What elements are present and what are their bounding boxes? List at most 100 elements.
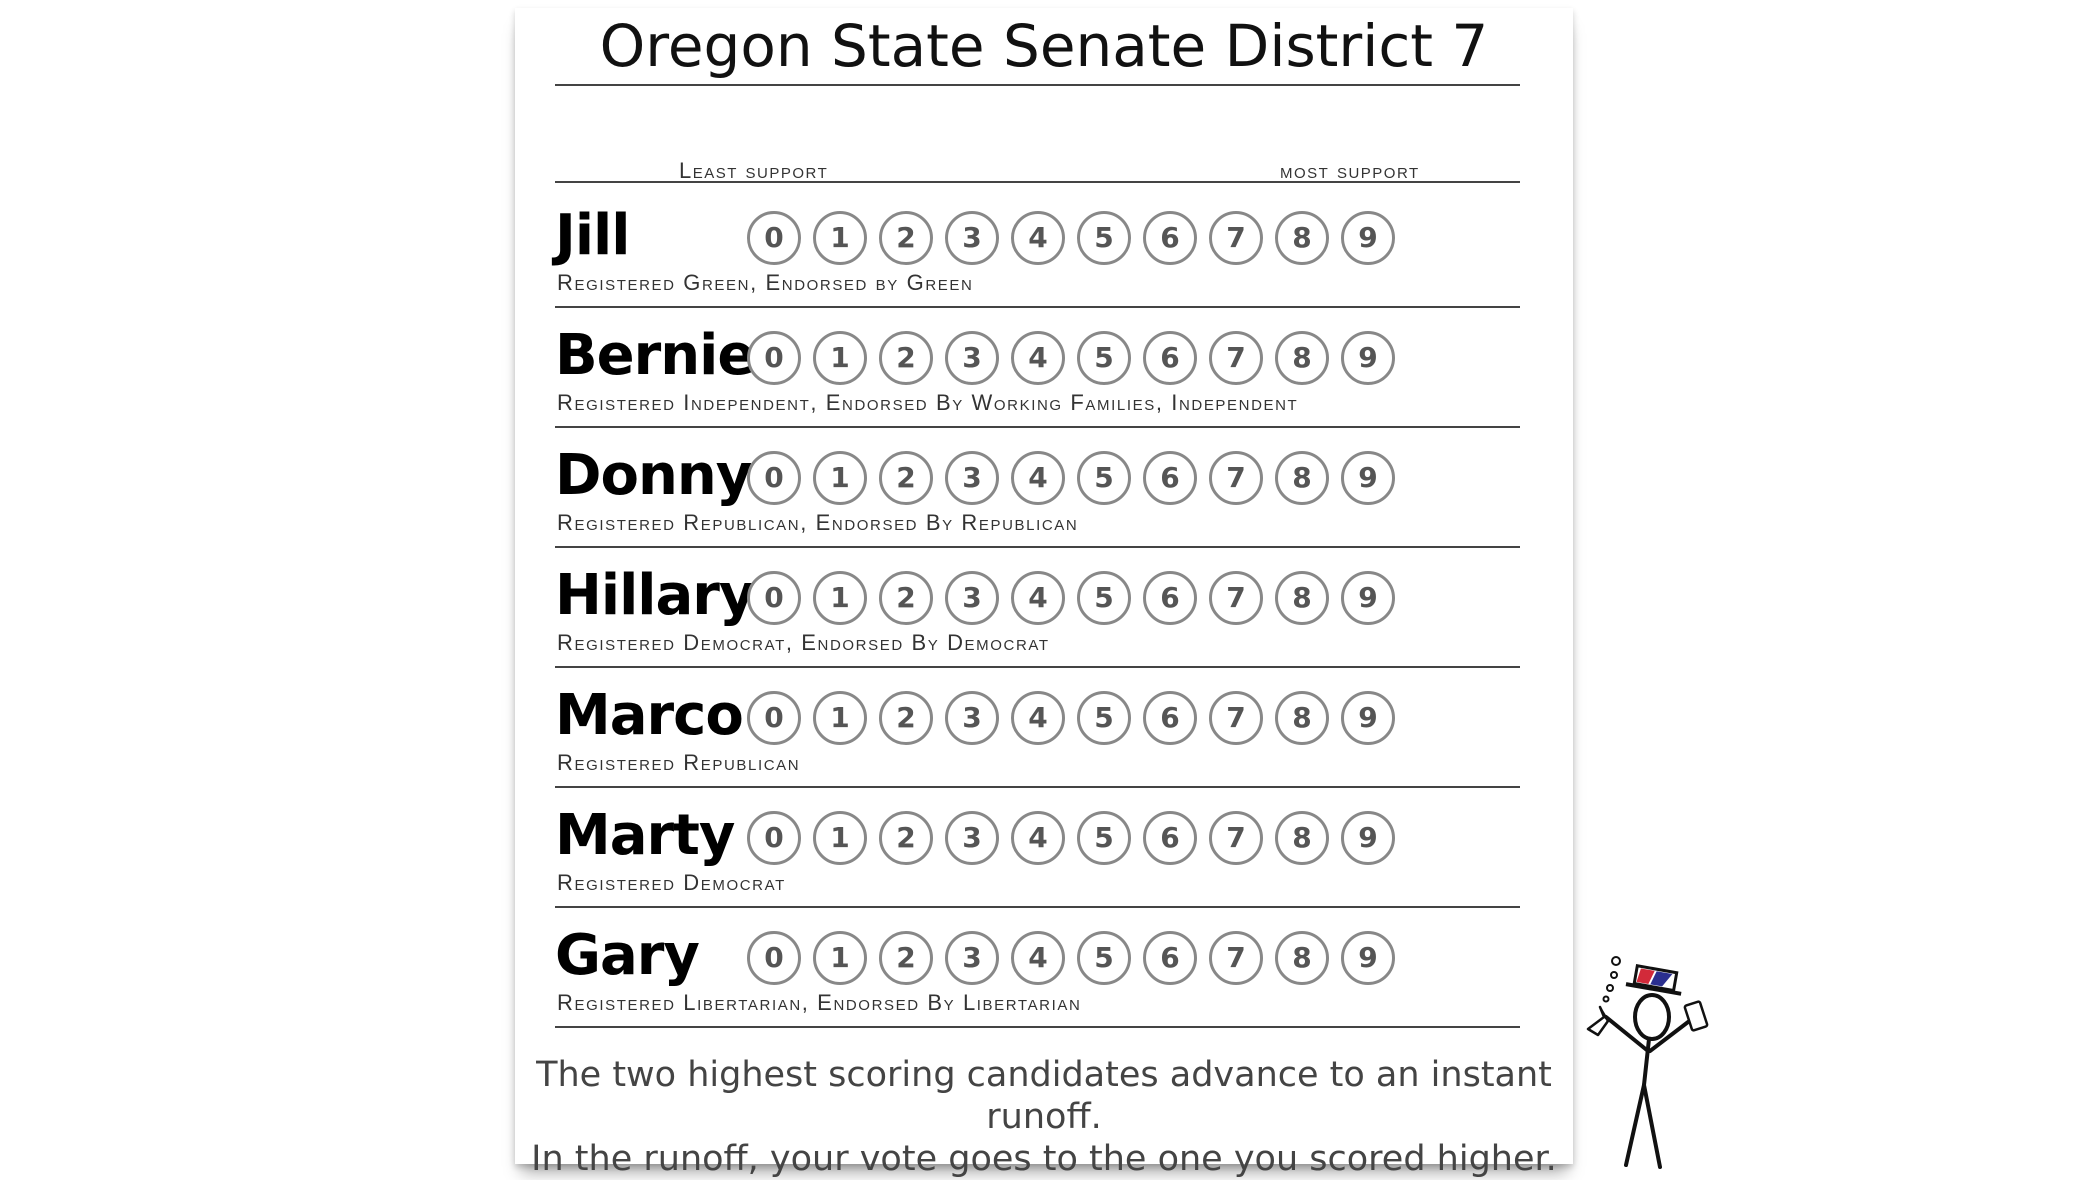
scale-divider [555, 181, 1520, 183]
ballot-title: Oregon State Senate District 7 [599, 12, 1489, 80]
score-bubble-2[interactable]: 2 [879, 811, 933, 865]
score-bubble-7[interactable]: 7 [1209, 691, 1263, 745]
score-bubble-4[interactable]: 4 [1011, 811, 1065, 865]
score-bubble-3[interactable]: 3 [945, 451, 999, 505]
candidate-name: Bernie [555, 323, 755, 388]
instructions-line-2: In the runoff, your vote goes to the one… [531, 1139, 1557, 1179]
score-bubble-7[interactable]: 7 [1209, 331, 1263, 385]
score-bubble-2[interactable]: 2 [879, 331, 933, 385]
score-bubble-1[interactable]: 1 [813, 571, 867, 625]
score-bubble-5[interactable]: 5 [1077, 331, 1131, 385]
candidate-affiliation: Registered Libertarian, Endorsed By Libe… [557, 990, 1082, 1015]
score-bubble-6[interactable]: 6 [1143, 211, 1197, 265]
score-bubble-4[interactable]: 4 [1011, 211, 1065, 265]
score-bubble-0[interactable]: 0 [747, 931, 801, 985]
score-bubble-2[interactable]: 2 [879, 691, 933, 745]
score-bubble-5[interactable]: 5 [1077, 811, 1131, 865]
score-bubble-0[interactable]: 0 [747, 571, 801, 625]
score-bubble-8[interactable]: 8 [1275, 451, 1329, 505]
row-divider [555, 1026, 1520, 1028]
score-bubble-8[interactable]: 8 [1275, 691, 1329, 745]
score-bubble-0[interactable]: 0 [747, 811, 801, 865]
score-bubble-9[interactable]: 9 [1341, 691, 1395, 745]
score-bubble-3[interactable]: 3 [945, 211, 999, 265]
score-bubble-6[interactable]: 6 [1143, 691, 1197, 745]
score-bubble-2[interactable]: 2 [879, 211, 933, 265]
score-bubble-3[interactable]: 3 [945, 931, 999, 985]
score-bubble-7[interactable]: 7 [1209, 931, 1263, 985]
score-bubble-9[interactable]: 9 [1341, 931, 1395, 985]
row-divider [555, 546, 1520, 548]
score-bubble-6[interactable]: 6 [1143, 811, 1197, 865]
score-bubble-4[interactable]: 4 [1011, 451, 1065, 505]
score-bubble-2[interactable]: 2 [879, 451, 933, 505]
score-bubble-9[interactable]: 9 [1341, 571, 1395, 625]
score-bubble-9[interactable]: 9 [1341, 331, 1395, 385]
score-bubble-6[interactable]: 6 [1143, 571, 1197, 625]
candidate-affiliation: Registered Green, Endorsed by Green [557, 270, 974, 295]
score-bubble-5[interactable]: 5 [1077, 691, 1131, 745]
score-bubble-7[interactable]: 7 [1209, 211, 1263, 265]
score-bubble-3[interactable]: 3 [945, 691, 999, 745]
score-bubble-1[interactable]: 1 [813, 811, 867, 865]
score-bubble-7[interactable]: 7 [1209, 811, 1263, 865]
score-bubble-4[interactable]: 4 [1011, 571, 1065, 625]
candidate-row-gary: Gary 0 1 2 3 4 5 6 7 8 9 Registered Libertarian, En… [555, 923, 1520, 1043]
score-bubble-7[interactable]: 7 [1209, 451, 1263, 505]
score-bubble-4[interactable]: 4 [1011, 931, 1065, 985]
score-bubble-5[interactable]: 5 [1077, 931, 1131, 985]
ballot-instructions: The two highest scoring candidates advan… [515, 1054, 1573, 1180]
score-bubble-5[interactable]: 5 [1077, 571, 1131, 625]
score-bubble-7[interactable]: 7 [1209, 571, 1263, 625]
score-bubble-8[interactable]: 8 [1275, 211, 1329, 265]
score-bubble-8[interactable]: 8 [1275, 811, 1329, 865]
row-divider [555, 306, 1520, 308]
candidate-row-bernie: Bernie 0 1 2 3 4 5 6 7 8 9 Registered Independent, … [555, 323, 1520, 443]
score-bubble-5[interactable]: 5 [1077, 451, 1131, 505]
candidate-row-donny: Donny 0 1 2 3 4 5 6 7 8 9 Registered Republican, En… [555, 443, 1520, 563]
score-bubble-0[interactable]: 0 [747, 211, 801, 265]
candidate-name: Marco [555, 683, 744, 748]
candidate-affiliation: Registered Republican, Endorsed By Repub… [557, 510, 1079, 535]
score-bubble-0[interactable]: 0 [747, 691, 801, 745]
row-divider [555, 666, 1520, 668]
score-bubble-0[interactable]: 0 [747, 331, 801, 385]
stick-figure-scientist-icon [1586, 956, 1709, 1169]
score-bubble-9[interactable]: 9 [1341, 211, 1395, 265]
candidate-row-jill: Jill 0 1 2 3 4 5 6 7 8 9 Registered Green, Endorsed… [555, 203, 1520, 323]
score-bubble-8[interactable]: 8 [1275, 571, 1329, 625]
candidate-name: Jill [555, 203, 630, 268]
score-bubble-1[interactable]: 1 [813, 331, 867, 385]
score-bubble-1[interactable]: 1 [813, 931, 867, 985]
score-bubble-1[interactable]: 1 [813, 451, 867, 505]
row-divider [555, 786, 1520, 788]
score-bubble-9[interactable]: 9 [1341, 451, 1395, 505]
score-bubble-3[interactable]: 3 [945, 331, 999, 385]
score-bubble-9[interactable]: 9 [1341, 811, 1395, 865]
candidate-row-marty: Marty 0 1 2 3 4 5 6 7 8 9 Registered Democrat [555, 803, 1520, 923]
score-bubble-1[interactable]: 1 [813, 211, 867, 265]
score-bubble-1[interactable]: 1 [813, 691, 867, 745]
ballot-sheet: Oregon State Senate District 7 Least sup… [515, 8, 1573, 1179]
candidate-affiliation: Registered Democrat [557, 870, 786, 895]
score-bubble-0[interactable]: 0 [747, 451, 801, 505]
score-bubble-5[interactable]: 5 [1077, 211, 1131, 265]
score-bubble-2[interactable]: 2 [879, 571, 933, 625]
score-bubble-6[interactable]: 6 [1143, 451, 1197, 505]
scale-label-most: most support [1280, 158, 1420, 183]
score-bubble-3[interactable]: 3 [945, 571, 999, 625]
candidate-name: Donny [555, 443, 752, 508]
score-bubble-6[interactable]: 6 [1143, 931, 1197, 985]
score-bubble-8[interactable]: 8 [1275, 931, 1329, 985]
score-bubble-3[interactable]: 3 [945, 811, 999, 865]
score-bubble-4[interactable]: 4 [1011, 331, 1065, 385]
score-bubble-6[interactable]: 6 [1143, 331, 1197, 385]
score-bubble-8[interactable]: 8 [1275, 331, 1329, 385]
candidate-row-marco: Marco 0 1 2 3 4 5 6 7 8 9 Registered Republican [555, 683, 1520, 803]
title-divider [555, 84, 1520, 86]
candidate-name: Marty [555, 803, 735, 868]
candidate-affiliation: Registered Republican [557, 750, 801, 775]
score-bubble-2[interactable]: 2 [879, 931, 933, 985]
score-bubble-4[interactable]: 4 [1011, 691, 1065, 745]
candidate-affiliation: Registered Democrat, Endorsed By Democra… [557, 630, 1050, 655]
